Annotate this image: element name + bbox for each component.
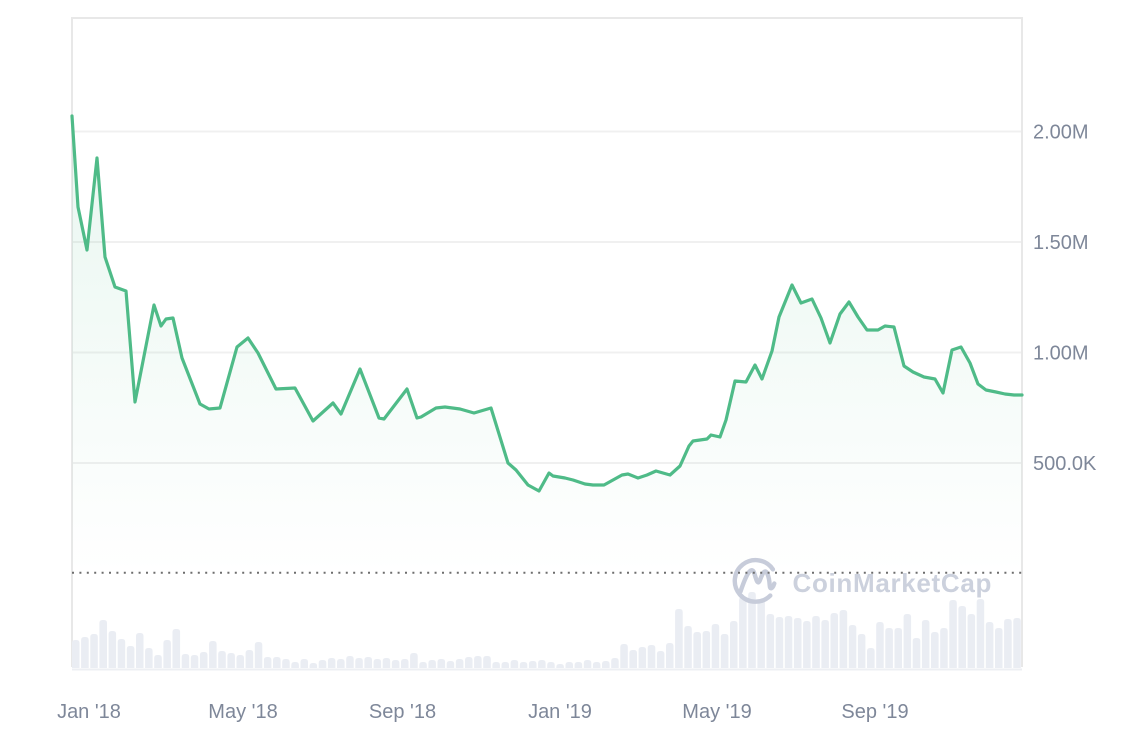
svg-text:Jan '18: Jan '18	[57, 701, 121, 723]
svg-text:1.50M: 1.50M	[1033, 232, 1089, 254]
svg-text:Sep '19: Sep '19	[841, 701, 908, 723]
svg-text:May '19: May '19	[682, 701, 751, 723]
svg-text:May '18: May '18	[208, 701, 277, 723]
svg-text:500.0K: 500.0K	[1033, 453, 1097, 475]
svg-text:2.00M: 2.00M	[1033, 122, 1089, 144]
svg-text:Sep '18: Sep '18	[369, 701, 436, 723]
svg-text:Jan '19: Jan '19	[528, 701, 592, 723]
svg-text:1.00M: 1.00M	[1033, 343, 1089, 365]
svg-text:CoinMarketCap: CoinMarketCap	[793, 568, 993, 598]
